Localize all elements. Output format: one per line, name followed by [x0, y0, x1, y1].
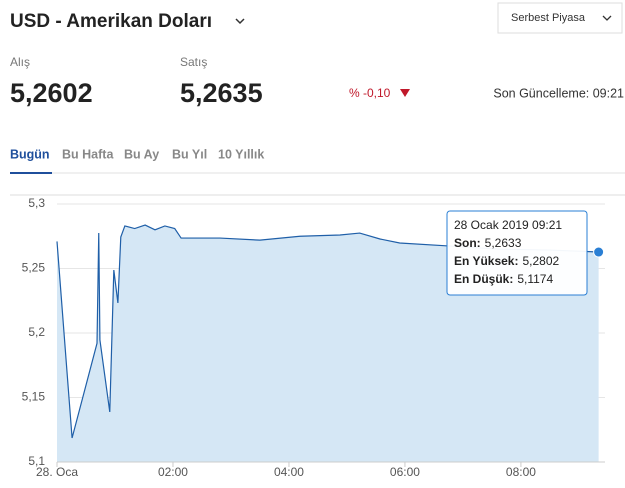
title: USD - Amerikan Doları	[10, 11, 212, 32]
tab[interactable]: Bu Ay	[124, 147, 159, 161]
tabs: Bugün Bu Hafta Bu Ay Bu Yıl 10 Yıllık	[10, 147, 264, 161]
tooltip-label: En Düşük:	[454, 272, 513, 286]
buy-label: Alış	[10, 55, 30, 69]
market-chevron	[602, 15, 612, 21]
y-tick-label: 5,15	[22, 390, 46, 404]
tooltip: 28 Ocak 2019 09:21 Son: 5,2633 En Yüksek: 5,…	[446, 210, 588, 296]
sell-value: 5,2635	[180, 78, 263, 108]
tooltip-date: 28 Ocak 2019 09:21	[454, 218, 562, 232]
hover-point	[593, 246, 605, 258]
tab[interactable]: 10 Yıllık	[218, 147, 264, 161]
change: % -0,10	[349, 86, 391, 100]
tooltip-value: 5,2802	[522, 254, 559, 268]
x-tick-label: 28. Oca	[36, 465, 78, 479]
tooltip-box	[446, 210, 588, 296]
tab[interactable]: Bu Yıl	[172, 147, 207, 161]
y-tick-label: 5,3	[28, 196, 45, 210]
x-tick-label: 02:00	[158, 465, 188, 479]
market-label: Serbest Piyasa	[511, 12, 586, 24]
tab[interactable]: Bugün	[10, 147, 50, 161]
buy-value: 5,2602	[10, 78, 93, 108]
y-tick-label: 5,1	[28, 454, 45, 468]
tooltip-label: En Yüksek:	[454, 254, 518, 268]
y-tick-label: 5,2	[28, 325, 45, 339]
tooltip-label: Son:	[454, 236, 481, 250]
tooltip-value: 5,1174	[517, 272, 553, 286]
tab[interactable]: Bu Hafta	[62, 147, 114, 161]
updated: Son Güncelleme: 09:21	[493, 86, 624, 100]
market-select[interactable]	[497, 2, 623, 34]
x-tick-label: 08:00	[506, 465, 536, 479]
line	[56, 224, 599, 439]
down-arrow	[400, 89, 410, 97]
title-chevron[interactable]	[235, 18, 245, 25]
sell-label: Satış	[180, 55, 207, 69]
y-tick-label: 5,25	[22, 261, 46, 275]
x-tick-label: 04:00	[274, 465, 304, 479]
tooltip-value: 5,2633	[485, 236, 522, 250]
x-tick-label: 06:00	[390, 465, 420, 479]
